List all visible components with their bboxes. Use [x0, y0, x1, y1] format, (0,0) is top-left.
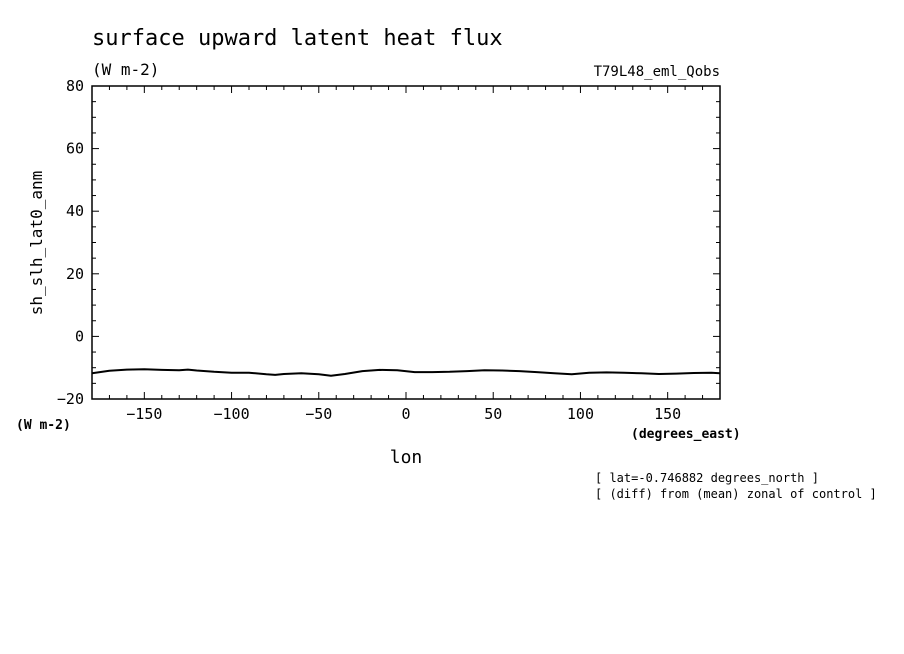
- y-tick-label: 40: [66, 202, 84, 220]
- x-tick-label: 150: [654, 405, 681, 423]
- y-axis-units: (W m-2): [16, 418, 71, 433]
- chart-title: surface upward latent heat flux: [92, 26, 503, 51]
- x-tick-label: −100: [213, 405, 249, 423]
- x-axis-label: lon: [390, 447, 423, 468]
- axis-tick-labels: −150 −100 −50 0 50 100 150 −20 0 20 40 60 80: [57, 77, 681, 423]
- y-tick-label: −20: [57, 390, 84, 408]
- lat-note: [ lat=-0.746882 degrees_north ]: [595, 471, 819, 485]
- y-tick-label: 0: [75, 327, 84, 345]
- chart-units: (W m-2): [92, 60, 159, 79]
- experiment-label: T79L48_eml_Qobs: [594, 64, 720, 80]
- x-tick-label: −150: [126, 405, 162, 423]
- y-tick-label: 20: [66, 265, 84, 283]
- y-tick-label: 60: [66, 140, 84, 158]
- diff-note: [ (diff) from (mean) zonal of control ]: [595, 487, 877, 501]
- y-axis-label: sh_slh_lat0_anm: [27, 171, 46, 316]
- x-tick-label: 100: [567, 405, 594, 423]
- x-tick-label: 0: [401, 405, 410, 423]
- axis-ticks: [91, 85, 721, 400]
- series-line-1: [91, 368, 721, 377]
- x-axis-units: (degrees_east): [631, 427, 741, 442]
- plot-frame: [91, 85, 721, 400]
- data-series: [91, 368, 721, 377]
- x-tick-label: −50: [305, 405, 332, 423]
- y-tick-label: 80: [66, 77, 84, 95]
- x-tick-label: 50: [484, 405, 502, 423]
